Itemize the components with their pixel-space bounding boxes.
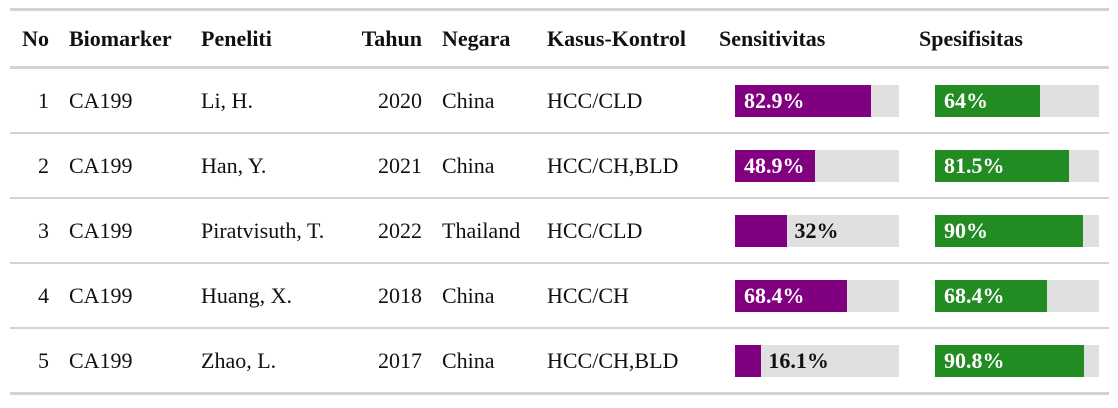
cell-peneliti: Zhao, L. bbox=[201, 347, 277, 373]
table-header: No Biomarker Peneliti Tahun Negara Kasus… bbox=[10, 11, 1109, 66]
spesifisitas-bar-fill bbox=[935, 214, 1083, 247]
header-biomarker: Biomarker bbox=[69, 25, 172, 51]
cell-sensitivitas: 16.1% bbox=[735, 329, 899, 392]
cell-sensitivitas: 32% bbox=[735, 199, 899, 262]
cell-kasus-kontrol: HCC/CLD bbox=[547, 87, 643, 113]
sensitivitas-bar-track: 48.9% bbox=[735, 149, 899, 182]
header-tahun: Tahun bbox=[361, 25, 422, 51]
sensitivitas-bar-fill bbox=[735, 344, 762, 377]
spesifisitas-value-label: 90% bbox=[944, 217, 988, 243]
cell-biomarker: CA199 bbox=[69, 87, 133, 113]
sensitivitas-bar-fill bbox=[735, 214, 788, 247]
cell-sensitivitas: 68.4% bbox=[735, 264, 899, 327]
cell-peneliti: Li, H. bbox=[201, 87, 253, 113]
cell-biomarker: CA199 bbox=[69, 347, 133, 373]
table-body: 1 CA199 Li, H. 2020 China HCC/CLD 82.9% 64% 2 CA1… bbox=[10, 69, 1109, 392]
header-peneliti: Peneliti bbox=[201, 25, 272, 51]
sensitivitas-value-label: 82.9% bbox=[744, 87, 805, 113]
cell-spesifisitas: 64% bbox=[935, 69, 1099, 132]
sensitivitas-bar-track: 16.1% bbox=[735, 344, 899, 377]
cell-kasus-kontrol: HCC/CH,BLD bbox=[547, 347, 679, 373]
cell-kasus-kontrol: HCC/CH,BLD bbox=[547, 152, 679, 178]
sensitivitas-bar-track: 82.9% bbox=[735, 84, 899, 117]
cell-sensitivitas: 48.9% bbox=[735, 134, 899, 197]
spesifisitas-bar-track: 68.4% bbox=[935, 279, 1099, 312]
spesifisitas-value-label: 64% bbox=[944, 87, 988, 113]
header-spesifisitas: Spesifisitas bbox=[919, 25, 1023, 51]
cell-tahun: 2020 bbox=[378, 87, 422, 113]
table-top-rule bbox=[10, 8, 1109, 11]
cell-negara: Thailand bbox=[442, 217, 521, 243]
header-sensitivitas: Sensitivitas bbox=[719, 25, 826, 51]
cell-peneliti: Huang, X. bbox=[201, 282, 293, 308]
table-row: 3 CA199 Piratvisuth, T. 2022 Thailand HCC/CLD… bbox=[10, 199, 1109, 264]
biomarker-table: No Biomarker Peneliti Tahun Negara Kasus… bbox=[10, 8, 1109, 395]
cell-biomarker: CA199 bbox=[69, 217, 133, 243]
spesifisitas-value-label: 90.8% bbox=[944, 347, 1005, 373]
sensitivitas-bar-track: 68.4% bbox=[735, 279, 899, 312]
sensitivitas-bar-track: 32% bbox=[735, 214, 899, 247]
spesifisitas-bar-track: 81.5% bbox=[935, 149, 1099, 182]
cell-biomarker: CA199 bbox=[69, 282, 133, 308]
table-header-rule bbox=[10, 66, 1109, 69]
spesifisitas-bar-fill bbox=[935, 149, 1069, 182]
cell-no: 3 bbox=[38, 217, 49, 243]
table-row: 5 CA199 Zhao, L. 2017 China HCC/CH,BLD 16.1% 90… bbox=[10, 329, 1109, 392]
cell-tahun: 2022 bbox=[378, 217, 422, 243]
spesifisitas-value-label: 68.4% bbox=[944, 282, 1005, 308]
cell-spesifisitas: 90% bbox=[935, 199, 1099, 262]
cell-no: 5 bbox=[38, 347, 49, 373]
spesifisitas-bar-fill bbox=[935, 84, 1040, 117]
spesifisitas-bar-track: 90.8% bbox=[935, 344, 1099, 377]
cell-kasus-kontrol: HCC/CH bbox=[547, 282, 629, 308]
spesifisitas-bar-fill bbox=[935, 344, 1084, 377]
cell-biomarker: CA199 bbox=[69, 152, 133, 178]
sensitivitas-value-label: 48.9% bbox=[744, 152, 805, 178]
cell-kasus-kontrol: HCC/CLD bbox=[547, 217, 643, 243]
cell-negara: China bbox=[442, 152, 495, 178]
cell-negara: China bbox=[442, 282, 495, 308]
sensitivitas-bar-fill bbox=[735, 149, 816, 182]
table-bottom-rule bbox=[10, 392, 1109, 395]
cell-no: 1 bbox=[38, 87, 49, 113]
table-row: 4 CA199 Huang, X. 2018 China HCC/CH 68.4% 68.4% bbox=[10, 264, 1109, 329]
sensitivitas-bar-fill bbox=[735, 279, 848, 312]
sensitivitas-value-label: 68.4% bbox=[744, 282, 805, 308]
spesifisitas-bar-track: 90% bbox=[935, 214, 1099, 247]
cell-peneliti: Han, Y. bbox=[201, 152, 267, 178]
sensitivitas-bar-fill bbox=[735, 84, 871, 117]
header-no: No bbox=[22, 25, 49, 51]
cell-peneliti: Piratvisuth, T. bbox=[201, 217, 325, 243]
cell-spesifisitas: 81.5% bbox=[935, 134, 1099, 197]
cell-no: 2 bbox=[38, 152, 49, 178]
table-row: 1 CA199 Li, H. 2020 China HCC/CLD 82.9% 64% bbox=[10, 69, 1109, 134]
table-row: 2 CA199 Han, Y. 2021 China HCC/CH,BLD 48.9% 81.… bbox=[10, 134, 1109, 199]
cell-negara: China bbox=[442, 87, 495, 113]
spesifisitas-bar-track: 64% bbox=[935, 84, 1099, 117]
cell-sensitivitas: 82.9% bbox=[735, 69, 899, 132]
sensitivitas-value-label: 32% bbox=[794, 217, 839, 243]
spesifisitas-value-label: 81.5% bbox=[944, 152, 1005, 178]
cell-tahun: 2017 bbox=[378, 347, 422, 373]
spesifisitas-bar-fill bbox=[935, 279, 1048, 312]
cell-spesifisitas: 68.4% bbox=[935, 264, 1099, 327]
sensitivitas-value-label: 16.1% bbox=[768, 347, 829, 373]
cell-no: 4 bbox=[38, 282, 49, 308]
cell-tahun: 2021 bbox=[378, 152, 422, 178]
cell-negara: China bbox=[442, 347, 495, 373]
header-kasus-kontrol: Kasus-Kontrol bbox=[547, 25, 686, 51]
header-negara: Negara bbox=[442, 25, 511, 51]
cell-tahun: 2018 bbox=[378, 282, 422, 308]
cell-spesifisitas: 90.8% bbox=[935, 329, 1099, 392]
